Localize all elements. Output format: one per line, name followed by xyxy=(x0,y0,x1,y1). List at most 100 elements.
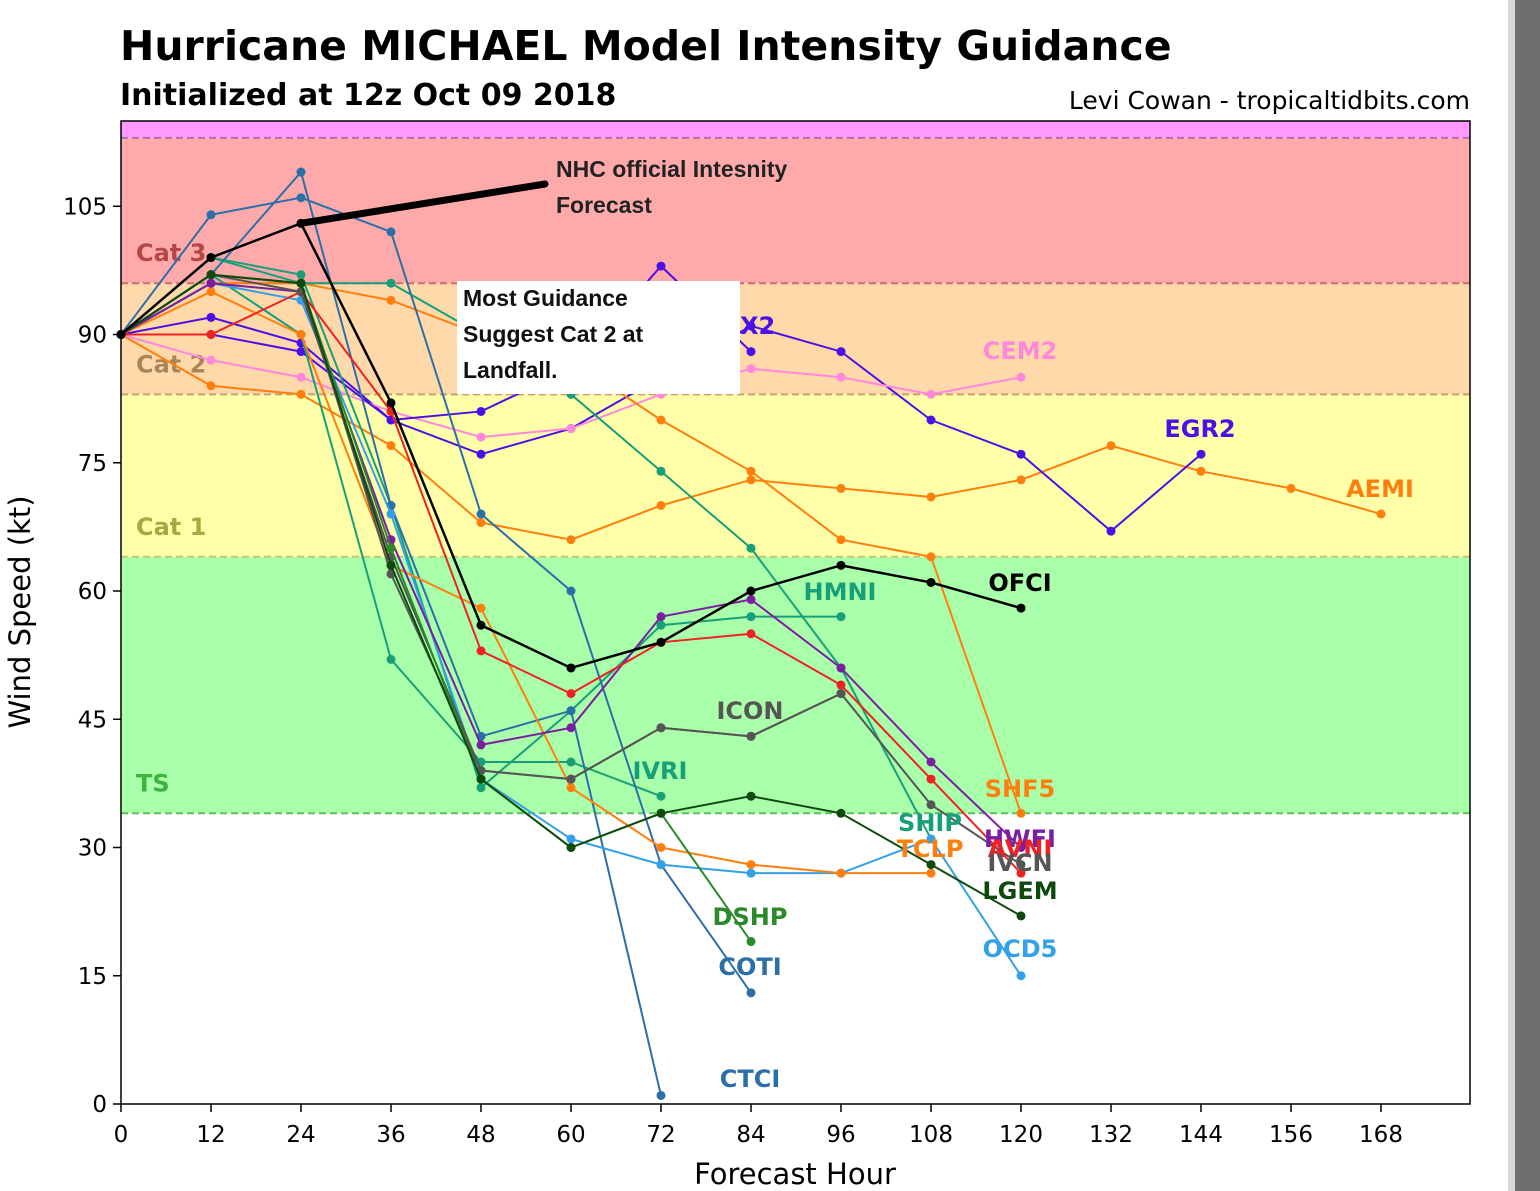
y-tick-label: 45 xyxy=(78,707,107,733)
point-icon xyxy=(746,731,756,741)
point-ship xyxy=(746,543,756,553)
point-lgem xyxy=(386,560,396,570)
nhc-note-line-1: NHC official Intesnity xyxy=(556,156,788,182)
band-label: TS xyxy=(136,769,170,797)
point-egr2 xyxy=(206,312,216,322)
x-tick-label: 132 xyxy=(1089,1122,1133,1148)
x-axis-label: Forecast Hour xyxy=(694,1157,896,1191)
point-aemi xyxy=(1016,475,1026,485)
x-tick-label: 96 xyxy=(826,1122,855,1148)
x-tick-label: 84 xyxy=(736,1122,765,1148)
point-aemi xyxy=(1196,466,1206,476)
point-lgem xyxy=(566,843,576,852)
point-dshp xyxy=(386,543,396,553)
point-egr2 xyxy=(1196,449,1206,459)
band-label: Cat 2 xyxy=(136,350,206,378)
point-shf5 xyxy=(746,466,756,476)
point-aemi xyxy=(206,381,216,391)
point-hwfi xyxy=(836,663,846,673)
point-lgem xyxy=(476,774,486,784)
point-ocd5 xyxy=(926,834,936,844)
point-ofci xyxy=(656,637,666,647)
point-cem2 xyxy=(296,372,306,382)
label-coti: COTI xyxy=(718,953,781,981)
label-tclp: TCLP xyxy=(897,835,964,863)
point-hmni xyxy=(746,612,756,622)
point-ship xyxy=(386,278,396,288)
x-tick-label: 120 xyxy=(999,1122,1043,1148)
x-tick-label: 0 xyxy=(114,1122,129,1148)
point-avni xyxy=(476,646,486,656)
band-label: Cat 3 xyxy=(136,239,206,267)
point-aemi xyxy=(926,492,936,502)
point-lgem xyxy=(926,860,936,870)
point-emxi xyxy=(476,406,486,416)
label-avni: AVNI xyxy=(988,835,1053,863)
y-axis-label: Wind Speed (kt) xyxy=(3,495,37,728)
label-egr2: EGR2 xyxy=(1164,415,1235,443)
point-aemi xyxy=(1286,483,1296,493)
y-tick-label: 75 xyxy=(78,451,107,477)
guidance-note-box xyxy=(457,281,740,394)
point-tclp xyxy=(926,868,936,878)
point-cem2 xyxy=(1016,372,1026,382)
point-coti xyxy=(296,193,306,203)
point-icon xyxy=(656,723,666,733)
point-cem2 xyxy=(476,432,486,442)
point-shf5 xyxy=(1016,808,1026,818)
guidance-note-line-1: Most Guidance xyxy=(463,285,628,311)
point-cem2 xyxy=(836,372,846,382)
point-cem2 xyxy=(746,364,756,374)
point-egr2 xyxy=(926,415,936,425)
point-aemi xyxy=(476,518,486,528)
point-ivri xyxy=(386,654,396,664)
point-avni xyxy=(566,689,576,699)
point-tclp xyxy=(206,287,216,297)
point-cem2 xyxy=(926,389,936,399)
point-cem2 xyxy=(566,424,576,434)
point-avni xyxy=(836,680,846,690)
point-ocd5 xyxy=(746,868,756,878)
window-scrollbar[interactable] xyxy=(1515,0,1540,1191)
point-dshp xyxy=(746,937,756,947)
point-ocd5 xyxy=(566,834,576,844)
x-tick-label: 108 xyxy=(909,1122,953,1148)
y-tick-label: 90 xyxy=(78,323,107,349)
point-lgem xyxy=(296,278,306,288)
point-egr2 xyxy=(476,449,486,459)
x-tick-label: 144 xyxy=(1179,1122,1223,1148)
point-ofci xyxy=(386,398,396,408)
point-ctci xyxy=(296,167,306,177)
label-ocd5: OCD5 xyxy=(983,935,1058,963)
x-tick-label: 48 xyxy=(466,1122,495,1148)
point-emxi xyxy=(746,347,756,357)
point-ivcn xyxy=(926,800,936,810)
point-hmni xyxy=(296,270,306,280)
point-ship xyxy=(656,466,666,476)
label-lgem: LGEM xyxy=(982,877,1057,905)
point-egr2 xyxy=(836,347,846,357)
x-tick-label: 36 xyxy=(376,1122,405,1148)
y-tick-label: 15 xyxy=(78,964,107,990)
point-lgem xyxy=(656,808,666,818)
point-ofci xyxy=(836,560,846,570)
point-aemi xyxy=(746,475,756,485)
label-icon: ICON xyxy=(716,697,783,725)
point-hmni xyxy=(476,783,486,793)
model-labels: AEMI EGR2 CEM2 SHF5 HMNI SHIP IVRI COTI CTCI OCD5… xyxy=(633,312,1414,1093)
point-shf5 xyxy=(386,295,396,305)
label-emx2-partial: X2 xyxy=(740,312,775,340)
label-aemi: AEMI xyxy=(1346,475,1414,503)
point-coti xyxy=(476,509,486,519)
point-tclp xyxy=(296,330,306,339)
label-cem2: CEM2 xyxy=(983,337,1058,365)
point-aemi xyxy=(1106,441,1116,451)
label-hmni: HMNI xyxy=(804,578,877,606)
point-cem2 xyxy=(206,355,216,365)
model-series xyxy=(116,167,1386,1100)
point-egr2 xyxy=(1106,526,1116,536)
point-avni xyxy=(206,330,216,339)
point-shf5 xyxy=(836,535,846,545)
point-ctci xyxy=(656,1090,666,1100)
point-emxi xyxy=(656,261,666,271)
